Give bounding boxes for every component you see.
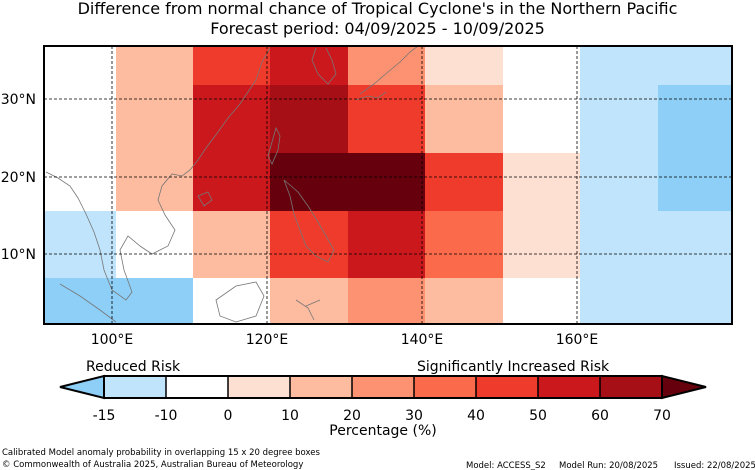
- grid-cell: [270, 85, 348, 153]
- grid-cell: [44, 211, 116, 278]
- map-frame: [43, 45, 733, 325]
- colorbar-segment: [352, 376, 414, 398]
- grid-cell: [348, 278, 425, 324]
- grid-cell: [425, 46, 503, 85]
- colorbar-segment: [414, 376, 476, 398]
- grid-cell: [270, 46, 348, 85]
- lon-label-120: 120°E: [246, 332, 289, 348]
- footer-model: Model: ACCESS_S2: [466, 461, 546, 470]
- anomaly-grid: [44, 46, 732, 324]
- grid-cell: [425, 153, 503, 211]
- grid-cell: [580, 153, 658, 211]
- lon-label-160: 160°E: [556, 332, 599, 348]
- coast-taiwan: [267, 126, 281, 165]
- grid-cell: [348, 211, 425, 278]
- grid-cell: [580, 46, 732, 85]
- coast-sumatra: [59, 283, 117, 323]
- colorbar-tick-label: -15: [93, 408, 116, 424]
- lat-label-10: 10°N: [1, 247, 36, 263]
- grid-cell: [116, 211, 193, 278]
- coast-hainan: [197, 191, 213, 207]
- colorbar-segment: [166, 376, 228, 398]
- grid-cell: [503, 211, 580, 278]
- grid-cell: [658, 85, 732, 153]
- grid-cell: [270, 278, 348, 324]
- lat-label-20: 20°N: [1, 170, 36, 186]
- coast-mainland-asia: [45, 47, 271, 301]
- colorbar-segment: [290, 376, 352, 398]
- coast-sulawesi: [295, 299, 321, 321]
- grid-cell: [44, 46, 116, 85]
- colorbar-segment: [228, 376, 290, 398]
- colorbar-segment: [104, 376, 166, 398]
- footer-issued: Issued: 22/08/2025: [674, 461, 755, 470]
- colorbar: [59, 374, 707, 400]
- colorbar-tick-label: 30: [405, 408, 423, 424]
- coast-philippines: [283, 179, 335, 263]
- map-title-line1: Difference from normal chance of Tropica…: [77, 0, 678, 18]
- grid-cell: [503, 153, 580, 211]
- map-title-line2: Forecast period: 04/09/2025 - 10/09/2025: [210, 19, 545, 38]
- graticule: [44, 46, 732, 324]
- coast-borneo: [215, 281, 265, 323]
- lat-label-30: 30°N: [1, 92, 36, 108]
- colorbar-axis-label: Percentage (%): [329, 423, 436, 439]
- legend-reduced-risk-label: Reduced Risk: [86, 359, 181, 375]
- grid-cell: [193, 46, 270, 85]
- grid-cell: [44, 85, 116, 153]
- colorbar-segment: [476, 376, 538, 398]
- coastlines: [45, 46, 419, 323]
- grid-cell: [503, 278, 580, 324]
- colorbar-tick-label: 40: [467, 408, 485, 424]
- grid-cell: [580, 211, 732, 278]
- colorbar-tick-label: 20: [343, 408, 361, 424]
- grid-cell: [658, 153, 732, 211]
- grid-cell: [193, 211, 270, 278]
- grid-cell: [425, 211, 503, 278]
- footer-note: Calibrated Model anomaly probability in …: [2, 448, 320, 458]
- colorbar-upper-extension: [661, 374, 707, 400]
- coast-japan-south: [355, 91, 387, 101]
- grid-cell: [270, 153, 425, 211]
- grid-cell: [193, 278, 270, 324]
- grid-cell: [44, 278, 193, 324]
- legend-increased-risk-label: Significantly Increased Risk: [417, 359, 610, 375]
- grid-cell: [116, 153, 193, 211]
- colorbar-segment: [538, 376, 600, 398]
- lon-label-100: 100°E: [91, 332, 134, 348]
- grid-cell: [580, 85, 658, 153]
- footer-copyright: © Commonwealth of Australia 2025, Austra…: [2, 460, 303, 470]
- colorbar-tick-label: 10: [281, 408, 299, 424]
- grid-cell: [503, 85, 580, 153]
- colorbar-tick-label: -10: [155, 408, 178, 424]
- colorbar-tick-label: 0: [224, 408, 233, 424]
- grid-cell: [348, 85, 425, 153]
- lon-label-140: 140°E: [401, 332, 444, 348]
- grid-cell: [503, 46, 580, 85]
- grid-cell: [425, 278, 503, 324]
- colorbar-tick-label: 50: [529, 408, 547, 424]
- grid-cell: [116, 85, 193, 153]
- grid-cell: [425, 85, 503, 153]
- grid-cell: [580, 278, 732, 324]
- colorbar-tick-label: 70: [653, 408, 671, 424]
- colorbar-lower-extension: [59, 374, 105, 400]
- coast-korea: [311, 47, 337, 85]
- grid-cell: [348, 46, 425, 85]
- grid-cell: [193, 153, 270, 211]
- colorbar-segment: [600, 376, 662, 398]
- colorbar-tick-label: 60: [591, 408, 609, 424]
- coast-japan: [359, 46, 419, 95]
- grid-cell: [193, 85, 270, 153]
- grid-cell: [116, 46, 193, 85]
- footer-model-run: Model Run: 20/08/2025: [559, 461, 658, 470]
- grid-cell: [270, 211, 348, 278]
- colorbar-frame: [103, 375, 663, 399]
